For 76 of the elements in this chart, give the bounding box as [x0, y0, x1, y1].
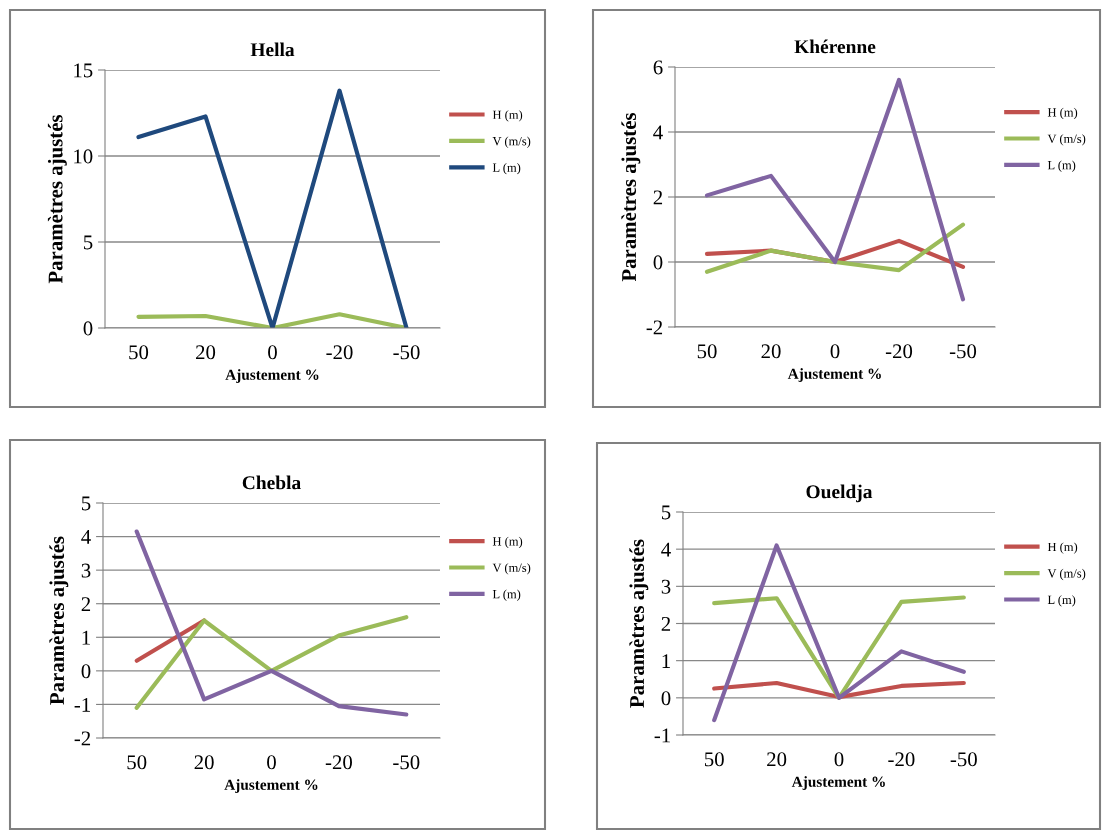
x-tick-label: -20: [326, 345, 353, 360]
line-series: [712, 543, 966, 723]
line-series: [712, 595, 966, 700]
x-tick-label: -50: [949, 344, 977, 359]
y-tick-label: 3: [661, 579, 671, 594]
y-tick-label: -2: [74, 731, 91, 746]
y-tick-label: -2: [646, 320, 663, 335]
y-tick-label: 2: [653, 190, 663, 205]
x-axis-title: Ajustement %: [791, 776, 885, 790]
x-tick-label: -50: [393, 345, 420, 360]
legend-label: V (m/s): [1047, 134, 1086, 146]
y-tick-label: 2: [81, 597, 91, 611]
x-tick-label: 20: [767, 752, 787, 767]
y-tick-label: 0: [661, 691, 671, 706]
line-series: [712, 680, 966, 700]
y-tick-label: -1: [74, 697, 90, 712]
y-axis-title: Paramètres ajustés: [49, 536, 69, 705]
y-tick-label: 1: [82, 630, 90, 645]
x-tick-label: -20: [885, 344, 913, 359]
y-tick-label: 2: [661, 616, 671, 631]
x-tick-label: 0: [268, 345, 277, 360]
legend-label: H (m): [492, 110, 523, 122]
x-tick-label: -50: [393, 755, 420, 770]
y-tick-label: 0: [81, 664, 91, 679]
y-tick-label: 5: [81, 496, 91, 511]
line-series: [704, 222, 966, 274]
y-tick-label: 4: [653, 125, 663, 140]
chart-title: Chebla: [242, 475, 301, 490]
legend-label: L (m): [492, 163, 521, 175]
line-series: [134, 615, 409, 710]
legend-label: H (m): [1047, 107, 1078, 120]
line-series: [704, 77, 966, 302]
y-tick-label: 0: [653, 255, 663, 270]
y-tick-label: 3: [81, 563, 91, 578]
chart-title: Khérenne: [794, 39, 876, 54]
y-tick-label: 6: [653, 60, 663, 75]
legend-label: V (m/s): [492, 563, 531, 575]
legend-label: H (m): [492, 536, 523, 549]
x-tick-label: 50: [129, 345, 149, 360]
y-tick-label: 5: [83, 235, 93, 250]
x-tick-label: 20: [761, 344, 781, 359]
x-tick-label: -20: [888, 752, 915, 767]
y-tick-label: 10: [74, 149, 93, 164]
legend-label: L (m): [1047, 595, 1076, 607]
x-tick-label: 20: [196, 345, 216, 360]
y-tick-label: -1: [654, 728, 670, 743]
legend-label: L (m): [1047, 160, 1076, 172]
y-tick-label: 0: [83, 321, 93, 336]
legend-label: V (m/s): [1047, 568, 1086, 581]
x-tick-label: 20: [194, 755, 214, 770]
line-series: [134, 529, 409, 717]
x-tick-label: 50: [697, 344, 717, 359]
y-axis-title: Paramètres ajustés: [621, 112, 641, 282]
line-series: [136, 88, 409, 328]
x-tick-label: 0: [267, 755, 276, 770]
y-tick-label: 4: [81, 530, 91, 544]
y-tick-label: 5: [661, 505, 671, 520]
x-tick-label: 50: [704, 752, 724, 767]
x-axis-title: Ajustement %: [225, 369, 319, 383]
chart-title: Hella: [250, 42, 295, 57]
x-tick-label: -50: [950, 752, 977, 767]
y-tick-label: 1: [662, 654, 670, 668]
x-axis-title: Ajustement %: [787, 368, 881, 382]
x-tick-label: -20: [325, 755, 352, 770]
y-axis-title: Paramètres ajustés: [629, 539, 649, 708]
chart-title: Oueldja: [806, 484, 873, 503]
x-tick-label: 0: [830, 344, 840, 359]
legend-label: H (m): [1047, 542, 1078, 554]
x-tick-label: 0: [834, 752, 844, 767]
legend-label: L (m): [492, 589, 521, 601]
y-tick-label: 4: [661, 542, 671, 557]
legend-label: V (m/s): [492, 136, 531, 148]
x-axis-title: Ajustement %: [224, 779, 318, 793]
x-tick-label: 50: [127, 755, 147, 770]
y-tick-label: 15: [74, 63, 93, 78]
y-axis-title: Paramètres ajustés: [47, 114, 67, 284]
